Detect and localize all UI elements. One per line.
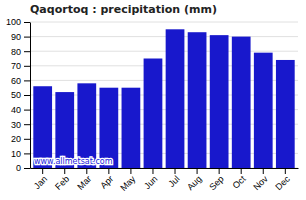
tick-mark <box>263 168 264 174</box>
tick-label: Mar <box>75 174 93 192</box>
tick-mark <box>64 168 65 174</box>
grid-line <box>30 22 298 23</box>
tick: 40 <box>11 105 30 115</box>
tick-label: May <box>118 173 137 192</box>
tick-label: 50 <box>11 90 21 100</box>
tick: Nov <box>251 168 270 192</box>
tick: 70 <box>11 61 30 71</box>
tick-label: Jun <box>142 174 159 191</box>
tick-mark <box>24 51 30 52</box>
bar <box>77 83 96 168</box>
tick: 100 <box>6 17 30 27</box>
axis-line <box>30 23 31 169</box>
tick-mark <box>24 139 30 140</box>
tick: Mar <box>75 168 93 192</box>
grid <box>30 22 298 168</box>
axis-line <box>31 168 299 169</box>
tick-label: Oct <box>231 173 248 190</box>
tick-mark <box>24 66 30 67</box>
tick-mark <box>130 168 131 174</box>
tick-label: 90 <box>11 32 21 42</box>
y-axis: 0 10 20 30 40 50 60 70 80 90 100 <box>6 17 31 173</box>
bar <box>232 37 251 168</box>
tick-label: 20 <box>11 134 21 144</box>
tick: Oct <box>231 168 248 191</box>
tick-label: 0 <box>16 163 21 173</box>
tick-label: Jul <box>166 174 181 189</box>
title: Qaqortoq : precipitation (mm) <box>30 3 217 16</box>
tick-label: Dec <box>273 173 292 192</box>
tick-mark <box>24 22 30 23</box>
tick: Jan <box>32 168 49 191</box>
tick-label: 100 <box>6 17 21 27</box>
tick-mark <box>24 124 30 125</box>
tick: 10 <box>11 149 30 159</box>
bar <box>122 88 141 168</box>
bar <box>210 35 229 168</box>
tick-mark <box>24 153 30 154</box>
bar <box>144 59 163 169</box>
tick-mark <box>285 168 286 174</box>
tick-mark <box>24 80 30 81</box>
tick-label: 80 <box>11 47 21 57</box>
bar <box>166 29 185 168</box>
tick: Jun <box>142 168 159 191</box>
tick: Jul <box>166 168 181 189</box>
bar <box>99 88 118 168</box>
tick-label: Feb <box>53 174 71 192</box>
tick-label: 70 <box>11 61 21 71</box>
tick: 90 <box>11 32 30 42</box>
tick-label: 10 <box>11 149 21 159</box>
bars <box>33 29 294 168</box>
tick-mark <box>24 110 30 111</box>
tick-label: 40 <box>11 105 21 115</box>
tick: 30 <box>11 120 30 130</box>
x-axis: JanFebMar AprMay Jun Jul AugSep OctNovDec <box>31 168 299 193</box>
tick: Aug <box>185 168 203 192</box>
annotation: www.allmetsat.com <box>34 157 113 166</box>
tick: 0 <box>16 163 30 173</box>
bar <box>254 53 273 168</box>
tick-label: 30 <box>11 120 21 130</box>
bar <box>188 32 207 168</box>
tick-mark <box>108 168 109 174</box>
tick-mark <box>42 168 43 174</box>
tick: 20 <box>11 134 30 144</box>
tick-mark <box>152 168 153 174</box>
tick: Feb <box>53 168 71 192</box>
grid-line <box>30 51 298 52</box>
tick-label: Nov <box>251 173 270 192</box>
grid-line <box>30 36 298 37</box>
tick-mark <box>241 168 242 174</box>
tick-label: Sep <box>207 174 225 192</box>
bar <box>33 86 52 168</box>
chart: 0 10 20 30 40 50 60 70 80 90 100 JanFebMar AprMay Jun… <box>0 0 306 200</box>
tick: Dec <box>273 168 292 192</box>
tick-mark <box>24 168 30 169</box>
tick: 60 <box>11 76 30 86</box>
tick-label: Jan <box>32 174 49 191</box>
tick: May <box>118 168 137 193</box>
tick-mark <box>24 95 30 96</box>
tick-label: Apr <box>98 174 115 191</box>
tick-label: 60 <box>11 76 21 86</box>
tick-mark <box>86 168 87 174</box>
tick-label: Aug <box>185 174 203 192</box>
tick: 80 <box>11 47 30 57</box>
tick: Apr <box>98 168 115 191</box>
bar <box>276 60 295 168</box>
tick-mark <box>197 168 198 174</box>
tick: Sep <box>207 168 225 192</box>
plot: 0 10 20 30 40 50 60 70 80 90 100 JanFebMar AprMay Jun… <box>6 17 299 193</box>
chart-container: 0 10 20 30 40 50 60 70 80 90 100 JanFebMar AprMay Jun… <box>0 0 306 200</box>
tick-mark <box>24 37 30 38</box>
tick: 50 <box>11 90 30 100</box>
tick-mark <box>219 168 220 174</box>
tick-mark <box>175 168 176 174</box>
